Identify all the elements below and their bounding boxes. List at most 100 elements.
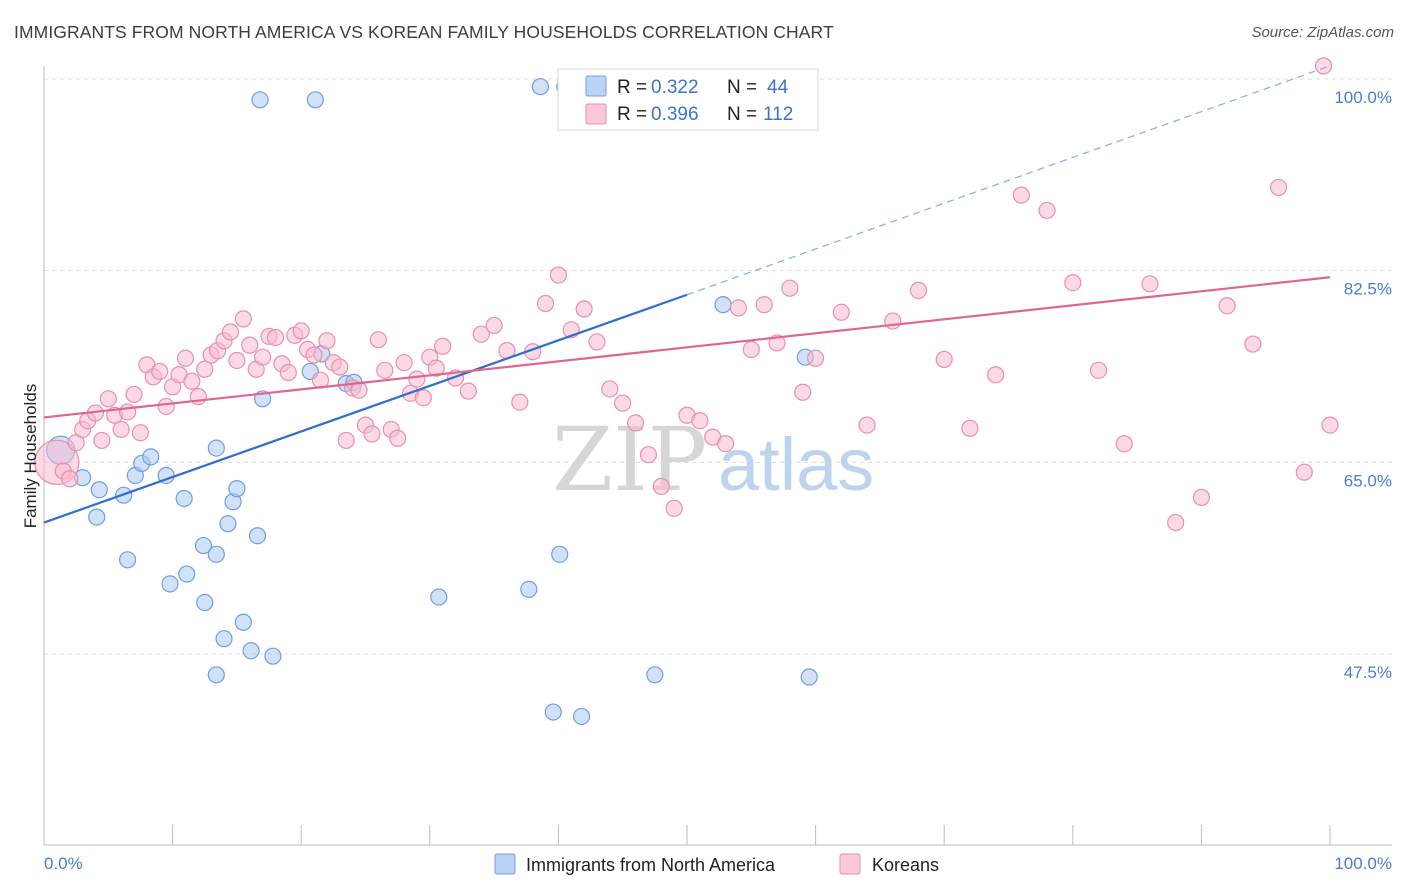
koreans-point	[485, 316, 503, 335]
koreans-point	[549, 266, 568, 284]
koreans-point	[395, 354, 413, 372]
koreans-point	[626, 414, 645, 432]
legend-n-label-1: N =	[727, 77, 757, 98]
koreans-point	[652, 477, 670, 496]
koreans-point	[279, 363, 297, 382]
koreans-point	[1012, 186, 1030, 204]
koreans-point	[254, 348, 272, 366]
immigrants-point	[207, 666, 225, 684]
legend-r-label-1: R =	[617, 77, 647, 98]
koreans-point	[93, 431, 111, 450]
koreans-point	[221, 323, 240, 341]
x-tick-min: 0.0%	[44, 854, 83, 873]
immigrants-point	[572, 707, 591, 726]
bottom-legend-swatch-immigrants	[494, 853, 516, 875]
koreans-point	[691, 412, 709, 430]
immigrants-point	[248, 527, 267, 545]
koreans-point	[781, 279, 799, 297]
immigrants-point	[544, 703, 562, 721]
immigrants-point	[264, 647, 282, 665]
koreans-point	[196, 360, 214, 378]
koreans-point	[125, 385, 143, 404]
koreans-point	[601, 380, 619, 398]
koreans-point	[1115, 435, 1133, 453]
immigrants-point	[142, 448, 160, 466]
legend-swatch-pink	[585, 103, 607, 125]
koreans-point	[1321, 416, 1339, 434]
legend-box: R = 0.322 N = 44 R = 0.396 N = 112	[557, 68, 819, 131]
immigrants-point	[194, 536, 213, 555]
koreans-point	[1244, 335, 1262, 353]
immigrants-point	[178, 565, 196, 583]
immigrants-trend-extension	[686, 65, 1331, 296]
koreans-point	[234, 310, 252, 328]
koreans-point	[427, 359, 445, 377]
immigrants-point	[207, 545, 225, 563]
koreans-point	[1089, 361, 1108, 379]
watermark: ZIP atlas	[552, 408, 874, 511]
koreans-point	[363, 425, 381, 443]
koreans-point	[961, 419, 979, 437]
immigrants-point	[520, 580, 538, 598]
immigrants-point	[646, 666, 664, 684]
immigrants-point	[800, 668, 818, 686]
legend-r-value-2: 0.396	[651, 104, 699, 125]
chart-title: IMMIGRANTS FROM NORTH AMERICA VS KOREAN …	[14, 22, 834, 42]
koreans-point	[1038, 201, 1056, 220]
koreans-point	[742, 340, 760, 359]
koreans-point	[414, 389, 432, 407]
immigrants-trend-line	[43, 293, 688, 524]
koreans-point	[1064, 274, 1082, 292]
y-tick-label: 47.5%	[1344, 663, 1392, 682]
koreans-point	[755, 296, 773, 314]
koreans-point	[858, 416, 876, 434]
immigrants-point	[228, 480, 246, 498]
koreans-point	[588, 333, 606, 351]
koreans-point	[1141, 275, 1159, 293]
y-axis-title: Family Households	[21, 384, 40, 529]
bottom-legend-label-koreans: Koreans	[872, 855, 939, 875]
koreans-point	[292, 322, 310, 340]
koreans-point	[408, 370, 426, 388]
koreans-point	[389, 429, 407, 447]
koreans-point	[935, 350, 953, 368]
immigrants-point	[242, 642, 260, 660]
koreans-point	[376, 361, 394, 379]
y-tick-labels: 100.0% 82.5% 65.0% 47.5%	[1334, 88, 1392, 682]
koreans-point	[61, 470, 79, 488]
koreans-point	[1295, 463, 1313, 481]
koreans-point	[987, 366, 1005, 384]
legend-n-value-1: 44	[767, 77, 789, 98]
koreans-point	[183, 372, 201, 390]
koreans-point	[729, 299, 748, 317]
koreans-point	[665, 499, 683, 517]
koreans-point	[832, 303, 850, 321]
koreans-point	[614, 394, 632, 412]
bottom-legend: Immigrants from North America Koreans	[494, 853, 939, 875]
immigrants-point	[234, 613, 252, 631]
koreans-point	[266, 328, 285, 347]
immigrants-point	[90, 481, 108, 499]
immigrants-point	[714, 296, 732, 314]
immigrants-point	[175, 489, 193, 508]
legend-swatch-blue	[585, 75, 607, 97]
koreans-point	[118, 403, 137, 421]
koreans-point	[536, 294, 555, 313]
koreans-point	[575, 300, 593, 318]
koreans-point	[794, 383, 812, 401]
koreans-point	[1218, 297, 1236, 315]
y-tick-label: 65.0%	[1344, 471, 1392, 490]
koreans-point	[806, 349, 825, 367]
koreans-point	[369, 331, 387, 349]
x-tick-max: 100.0%	[1334, 854, 1392, 873]
immigrants-point	[88, 508, 106, 526]
koreans-point	[459, 382, 477, 400]
bottom-legend-label-immigrants: Immigrants from North America	[526, 855, 776, 875]
koreans-point	[112, 420, 130, 439]
koreans-point	[1314, 57, 1333, 75]
koreans-point	[318, 332, 336, 350]
immigrants-point	[251, 91, 269, 109]
source-credit: Source: ZipAtlas.com	[1251, 24, 1394, 41]
koreans-point	[131, 424, 150, 442]
